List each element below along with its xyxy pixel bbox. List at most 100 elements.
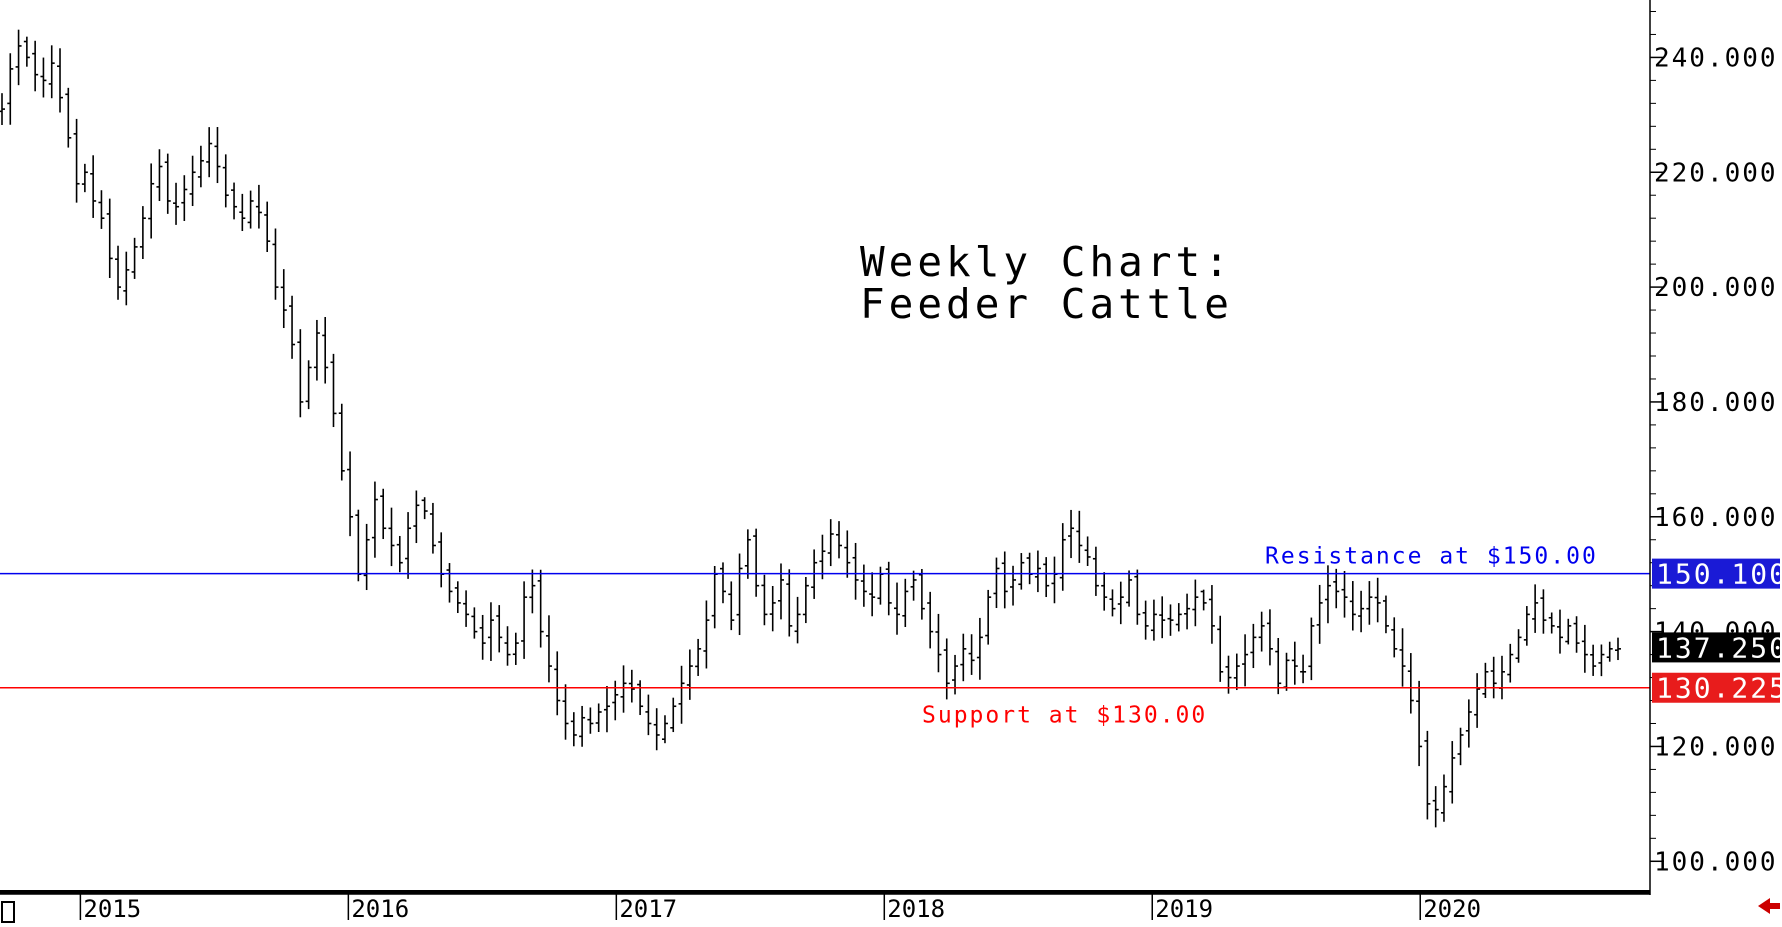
price-bar (1109, 589, 1116, 617)
price-bar (927, 591, 934, 649)
price-bar (1416, 680, 1423, 767)
price-bar (347, 451, 354, 537)
price-bar (1159, 596, 1166, 639)
price-bar (148, 163, 155, 239)
price-bar (1068, 509, 1075, 559)
price-bar (1242, 634, 1249, 687)
x-tick-label: 2017 (619, 895, 677, 923)
price-bar (976, 617, 983, 680)
price-bar (1474, 673, 1481, 728)
price-bar (173, 182, 180, 225)
back-arrow-icon[interactable] (1758, 898, 1780, 914)
price-bar (139, 206, 146, 259)
price-bar (1167, 604, 1174, 636)
price-bars (0, 29, 1621, 828)
price-bar (454, 581, 461, 614)
price-bar (305, 360, 312, 410)
price-bar (645, 694, 652, 736)
price-bar (297, 329, 304, 418)
last-price-badge: 137.250 (1652, 631, 1782, 664)
price-bar (123, 251, 130, 306)
price-bar (1233, 653, 1240, 691)
price-bar (1059, 523, 1066, 591)
price-bar (1366, 581, 1373, 625)
price-bar (388, 507, 395, 567)
price-bar (1010, 565, 1017, 606)
price-bar (736, 553, 743, 636)
y-tick-label: 100.000 (1654, 847, 1778, 877)
price-bar (918, 568, 925, 620)
price-bar (1175, 603, 1182, 632)
x-tick-label: 2018 (887, 895, 945, 923)
price-bar (910, 570, 917, 601)
price-bar (1324, 565, 1331, 624)
price-bar (289, 295, 296, 359)
price-bar (686, 649, 693, 700)
price-bar (90, 155, 97, 218)
price-bar (836, 521, 843, 559)
price-bar (703, 600, 710, 669)
price-bar (985, 589, 992, 645)
price-bar (628, 669, 635, 703)
support-annotation: Support at $130.00 (922, 703, 1207, 729)
price-bar (504, 626, 511, 666)
price-bar (695, 638, 702, 676)
price-bar (1092, 546, 1099, 596)
price-bar (554, 651, 561, 716)
chart-title-line-2: Feeder Cattle (860, 280, 1233, 328)
price-bar (860, 564, 867, 607)
price-bar (206, 127, 213, 178)
resistance-badge: 150.100 (1652, 558, 1782, 591)
price-bar (272, 228, 279, 300)
price-bar (844, 530, 851, 578)
price-bar (479, 614, 486, 660)
scroll-marker[interactable] (1, 901, 15, 923)
price-bar (1117, 581, 1124, 625)
price-bar (777, 563, 784, 620)
x-axis-band (0, 890, 1650, 894)
price-bar (48, 45, 55, 99)
price-bar (1540, 589, 1547, 634)
price-bar (1076, 510, 1083, 563)
price-bar (0, 93, 5, 126)
price-bar (902, 578, 909, 628)
price-bar (637, 680, 644, 716)
price-bar (595, 703, 602, 733)
y-tick-label: 240.000 (1654, 43, 1778, 73)
price-bar (1316, 584, 1323, 644)
price-bar (885, 561, 892, 616)
price-bar (98, 190, 105, 229)
price-bar (670, 697, 677, 733)
price-bar (570, 712, 577, 747)
price-bar (115, 245, 122, 300)
svg-text:150.100: 150.100 (1656, 558, 1782, 591)
price-bar (1382, 595, 1389, 634)
price-bar (521, 581, 528, 659)
price-bar (1018, 553, 1025, 590)
price-bar (537, 569, 544, 648)
price-bar (1556, 609, 1563, 654)
price-bar (1391, 617, 1398, 658)
price-bar (1407, 653, 1414, 714)
price-bar (1457, 727, 1464, 766)
price-bar (943, 638, 950, 700)
price-bar (405, 512, 412, 579)
price-bar (1101, 572, 1108, 611)
price-bar (380, 488, 387, 540)
price-bar (1374, 577, 1381, 623)
price-bar (1208, 585, 1215, 644)
y-tick-label: 120.000 (1654, 732, 1778, 762)
price-bar (603, 686, 610, 733)
price-bar (156, 149, 163, 202)
price-bar (40, 57, 47, 98)
price-bar (131, 237, 138, 279)
price-bar (363, 523, 370, 591)
price-bar (57, 48, 64, 113)
price-bar (73, 118, 80, 203)
price-bar (794, 596, 801, 644)
price-bar (313, 319, 320, 381)
price-bar (421, 497, 428, 520)
chart-title-line-1: Weekly Chart: (860, 238, 1233, 286)
price-bar (753, 528, 760, 597)
